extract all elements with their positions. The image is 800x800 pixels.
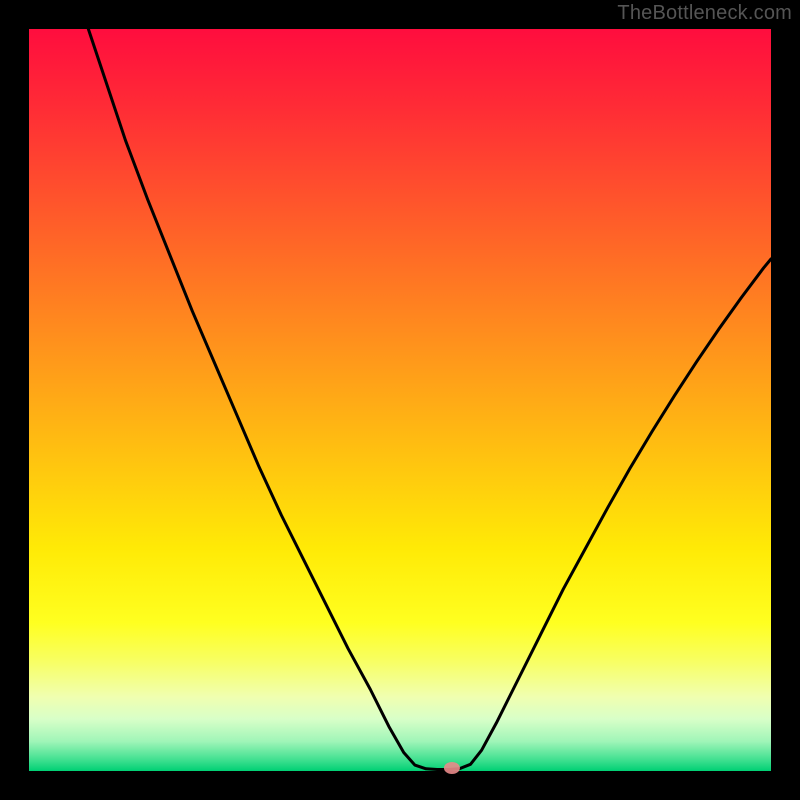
watermark-text: TheBottleneck.com [617,2,792,25]
optimal-marker [444,762,460,774]
plot-background [29,29,771,771]
